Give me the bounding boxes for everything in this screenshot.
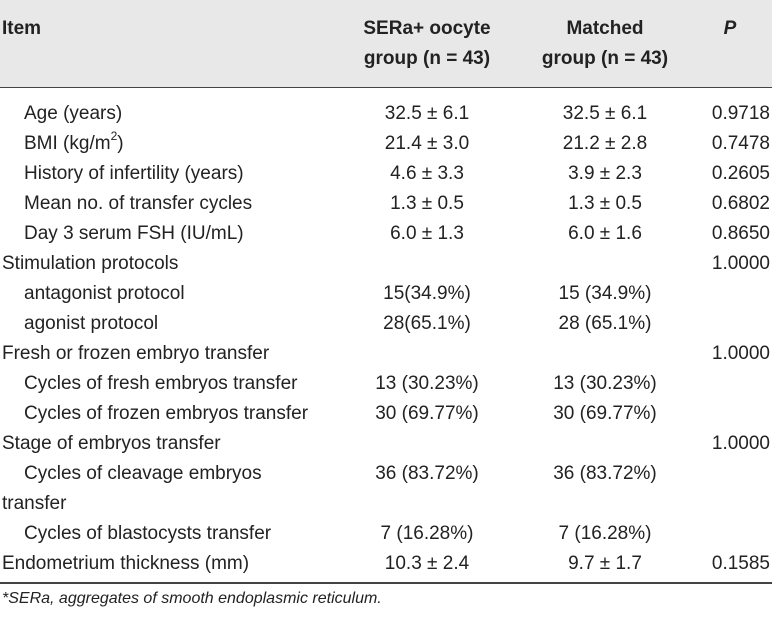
cell-sera-group: 13 (30.23%) (375, 373, 479, 394)
row-label-suffix: ) (117, 133, 124, 154)
row-label-text: antagonist protocol (24, 283, 185, 304)
row-label: Stage of embryos transfer (2, 429, 221, 459)
row-label: Age (years) (24, 99, 122, 129)
cell-p-value: 0.6802 (711, 193, 770, 214)
row-label: agonist protocol (24, 309, 158, 339)
table-row: Fresh or frozen embryo transfer 1.0000 (0, 339, 772, 369)
bottom-rule (0, 582, 772, 584)
cell-matched-group: 13 (30.23%) (553, 373, 657, 394)
row-label: Cycles of frozen embryos transfer (24, 399, 308, 429)
row-label: Fresh or frozen embryo transfer (2, 339, 269, 369)
row-label-text: BMI (kg/m (24, 133, 111, 154)
row-label: Mean no. of transfer cycles (24, 189, 252, 219)
header-p: P (723, 18, 737, 39)
row-label-text: Stimulation protocols (2, 253, 179, 274)
row-label: Endometrium thickness (mm) (2, 549, 249, 579)
cell-matched-group: 21.2 ± 2.8 (562, 133, 648, 154)
row-label: History of infertility (years) (24, 159, 244, 189)
cell-matched-group: 15 (34.9%) (558, 283, 652, 304)
cell-p-value: 0.2605 (711, 163, 770, 184)
cell-p-value: 0.9718 (711, 103, 770, 124)
table-row: Cycles of fresh embryos transfer 13 (30.2… (0, 369, 772, 399)
row-label: Day 3 serum FSH (IU/mL) (24, 219, 244, 249)
cell-sera-group: 6.0 ± 1.3 (390, 223, 464, 244)
table-row: Stage of embryos transfer 1.0000 (0, 429, 772, 459)
cell-matched-group: 6.0 ± 1.6 (568, 223, 642, 244)
cell-matched-group: 28 (65.1%) (558, 313, 652, 334)
cell-sera-group: 10.3 ± 2.4 (384, 553, 470, 574)
cell-p-value: 0.7478 (711, 133, 770, 154)
table-body: Age (years) 32.5 ± 6.1 32.5 ± 6.1 0.9718 BMI… (0, 99, 772, 579)
cell-p-value: 1.0000 (711, 343, 770, 364)
header-group2: Matched group (n = 43) (520, 14, 690, 74)
row-label-superscript: 2 (110, 128, 118, 143)
cell-matched-group: 36 (83.72%) (553, 463, 657, 484)
table-row: Cycles of frozen embryos transfer 30 (69.… (0, 399, 772, 429)
cell-matched-group: 7 (16.28%) (558, 523, 652, 544)
cell-matched-group: 30 (69.77%) (553, 403, 657, 424)
cell-sera-group: 36 (83.72%) (375, 463, 479, 484)
cell-sera-group: 1.3 ± 0.5 (390, 193, 464, 214)
header-group1: SERa+ oocyte group (n = 43) (330, 14, 524, 74)
cell-matched-group: 3.9 ± 2.3 (568, 163, 642, 184)
cell-sera-group: 32.5 ± 6.1 (384, 103, 470, 124)
table-row: Cycles of blastocysts transfer 7 (16.28%)… (0, 519, 772, 549)
header-item: Item (2, 18, 42, 39)
row-label-text: Cycles of frozen embryos transfer (24, 403, 309, 424)
row-label-text: Cycles of cleavage embryos (24, 463, 262, 484)
row-label-text: Day 3 serum FSH (IU/mL) (24, 223, 244, 244)
header-group1-line2: group (n = 43) (363, 48, 491, 69)
table-row: History of infertility (years) 4.6 ± 3.3 3… (0, 159, 772, 189)
cell-p-value: 0.1585 (711, 553, 770, 574)
row-label-text: Cycles of blastocysts transfer (24, 523, 272, 544)
row-label-text: agonist protocol (24, 313, 159, 334)
table-row: Stimulation protocols 1.0000 (0, 249, 772, 279)
header-group2-line2: group (n = 43) (541, 48, 669, 69)
table-row: Endometrium thickness (mm) 10.3 ± 2.4 9.7 … (0, 549, 772, 579)
table-row: agonist protocol 28(65.1%) 28 (65.1%) (0, 309, 772, 339)
cell-sera-group: 28(65.1%) (383, 313, 471, 334)
table-row: BMI (kg/m2) 21.4 ± 3.0 21.2 ± 2.8 0.7478 (0, 129, 772, 159)
cell-sera-group: 21.4 ± 3.0 (384, 133, 470, 154)
row-label-text: Mean no. of transfer cycles (24, 193, 253, 214)
header-group2-line1: Matched (566, 18, 644, 39)
row-label-text: Fresh or frozen embryo transfer (2, 343, 270, 364)
cell-p-value: 1.0000 (711, 253, 770, 274)
row-label: Cycles of cleavage embryos (24, 459, 262, 489)
row-label: BMI (kg/m2) (24, 129, 124, 159)
row-label: Stimulation protocols (2, 249, 178, 279)
header-group1-line1: SERa+ oocyte (363, 18, 491, 39)
cell-p-value: 1.0000 (711, 433, 770, 454)
cell-sera-group: 30 (69.77%) (375, 403, 479, 424)
row-label: antagonist protocol (24, 279, 185, 309)
row-label-continuation: transfer (2, 493, 67, 514)
table-row: Cycles of cleavage embryos transfer 36 (83… (0, 459, 772, 519)
row-label-text: Stage of embryos transfer (2, 433, 221, 454)
cell-matched-group: 9.7 ± 1.7 (568, 553, 642, 574)
row-label: Cycles of blastocysts transfer (24, 519, 271, 549)
row-label-text: Age (years) (24, 103, 123, 124)
cell-matched-group: 32.5 ± 6.1 (562, 103, 648, 124)
row-label-text: History of infertility (years) (24, 163, 244, 184)
row-label-text: Cycles of fresh embryos transfer (24, 373, 298, 394)
cell-sera-group: 15(34.9%) (383, 283, 471, 304)
cell-sera-group: 4.6 ± 3.3 (390, 163, 464, 184)
row-label-text: Endometrium thickness (mm) (2, 553, 250, 574)
footnote: *SERa, aggregates of smooth endoplasmic … (2, 590, 382, 607)
table-row: Day 3 serum FSH (IU/mL) 6.0 ± 1.3 6.0 ± 1.… (0, 219, 772, 249)
header-rule (0, 87, 772, 88)
table-row: antagonist protocol 15(34.9%) 15 (34.9%) (0, 279, 772, 309)
row-label: Cycles of fresh embryos transfer (24, 369, 297, 399)
table-row: Age (years) 32.5 ± 6.1 32.5 ± 6.1 0.9718 (0, 99, 772, 129)
table-row: Mean no. of transfer cycles 1.3 ± 0.5 1.3 … (0, 189, 772, 219)
cell-sera-group: 7 (16.28%) (380, 523, 474, 544)
cell-p-value: 0.8650 (711, 223, 770, 244)
table-header: Item SERa+ oocyte group (n = 43) Matched… (0, 0, 772, 87)
cell-matched-group: 1.3 ± 0.5 (568, 193, 642, 214)
